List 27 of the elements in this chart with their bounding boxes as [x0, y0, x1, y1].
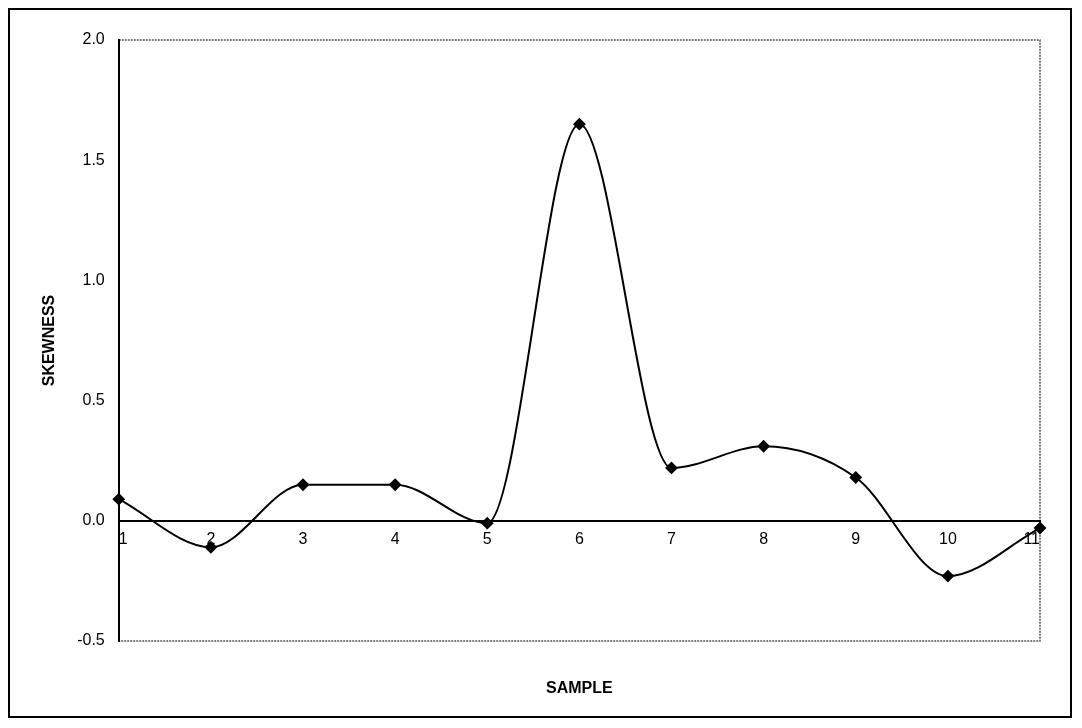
x-tick-label: 10 — [938, 529, 957, 547]
y-tick-label: 0.0 — [82, 511, 105, 529]
x-tick-label: 11 — [1023, 529, 1041, 547]
point — [665, 461, 678, 474]
y-tick-label: 1.0 — [82, 270, 105, 288]
x-tick-label: 4 — [390, 529, 400, 547]
point — [757, 440, 770, 453]
point — [112, 493, 125, 506]
y-axis-title: SKEWNESS — [40, 294, 58, 387]
x-tick-label: 5 — [482, 529, 492, 547]
x-axis-title: SAMPLE — [546, 679, 614, 697]
x-tick-label: 6 — [574, 529, 584, 547]
y-tick-label: 2.0 — [82, 30, 105, 48]
y-tick-label: 0.5 — [82, 391, 105, 409]
x-tick-label: 9 — [851, 529, 861, 547]
x-tick-label: 1 — [118, 529, 128, 547]
point — [297, 478, 310, 491]
y-tick-label: -0.5 — [77, 631, 105, 649]
point — [849, 471, 862, 484]
point — [941, 570, 954, 583]
x-tick-label: 3 — [298, 529, 308, 547]
point — [389, 478, 402, 491]
x-tick-label: 8 — [759, 529, 769, 547]
point — [573, 118, 586, 131]
y-tick-label: 1.5 — [82, 150, 105, 168]
point — [481, 517, 494, 530]
x-tick-label: 7 — [667, 529, 677, 547]
